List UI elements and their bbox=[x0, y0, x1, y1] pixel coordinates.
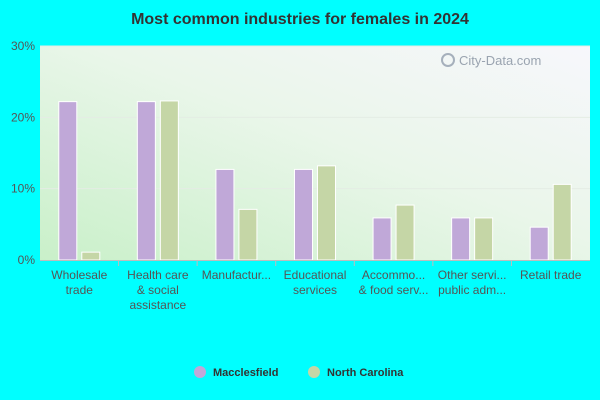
bar bbox=[529, 226, 549, 261]
bars bbox=[58, 100, 572, 261]
x-tick-label: Educational services bbox=[284, 268, 347, 297]
legend: Macclesfield North Carolina bbox=[194, 366, 404, 379]
bar bbox=[294, 168, 313, 261]
x-tick-label: Accommo... & food serv... bbox=[359, 268, 429, 297]
bar bbox=[372, 217, 392, 261]
watermark-icon bbox=[441, 53, 455, 67]
y-tick-label: 10% bbox=[11, 182, 35, 196]
bar bbox=[159, 100, 179, 261]
y-tick-label: 30% bbox=[11, 39, 35, 53]
bar bbox=[136, 101, 156, 261]
bar bbox=[474, 217, 494, 261]
legend-label: North Carolina bbox=[327, 367, 404, 379]
chart-title: Most common industries for females in 20… bbox=[131, 11, 469, 28]
bar bbox=[451, 217, 471, 261]
bar bbox=[395, 204, 415, 261]
x-tick-label: Health care & social assistance bbox=[127, 268, 189, 312]
x-tick-label: Manufactur... bbox=[202, 268, 271, 282]
y-tick-label: 0% bbox=[18, 253, 36, 267]
bar bbox=[317, 165, 336, 261]
y-tick-label: 20% bbox=[11, 110, 35, 124]
x-axis: Wholesale trade Health care & social assista… bbox=[40, 260, 590, 312]
x-tick-label: Retail trade bbox=[520, 268, 582, 282]
bar bbox=[238, 208, 258, 261]
bar bbox=[552, 183, 572, 261]
watermark: City-Data.com bbox=[441, 53, 541, 68]
bar bbox=[81, 251, 101, 261]
plot-area bbox=[40, 46, 590, 260]
watermark-text: City-Data.com bbox=[459, 53, 541, 68]
legend-label: Macclesfield bbox=[213, 367, 278, 379]
y-axis-ticks: 0% 10% 20% 30% bbox=[11, 39, 35, 267]
gridlines bbox=[40, 45, 590, 190]
bar bbox=[215, 168, 235, 261]
x-tick-label: Wholesale trade bbox=[51, 268, 107, 297]
legend-swatch bbox=[194, 366, 206, 378]
bar bbox=[58, 101, 78, 261]
x-tick-label: Other servi... public adm... bbox=[438, 268, 507, 297]
legend-swatch bbox=[308, 366, 320, 378]
